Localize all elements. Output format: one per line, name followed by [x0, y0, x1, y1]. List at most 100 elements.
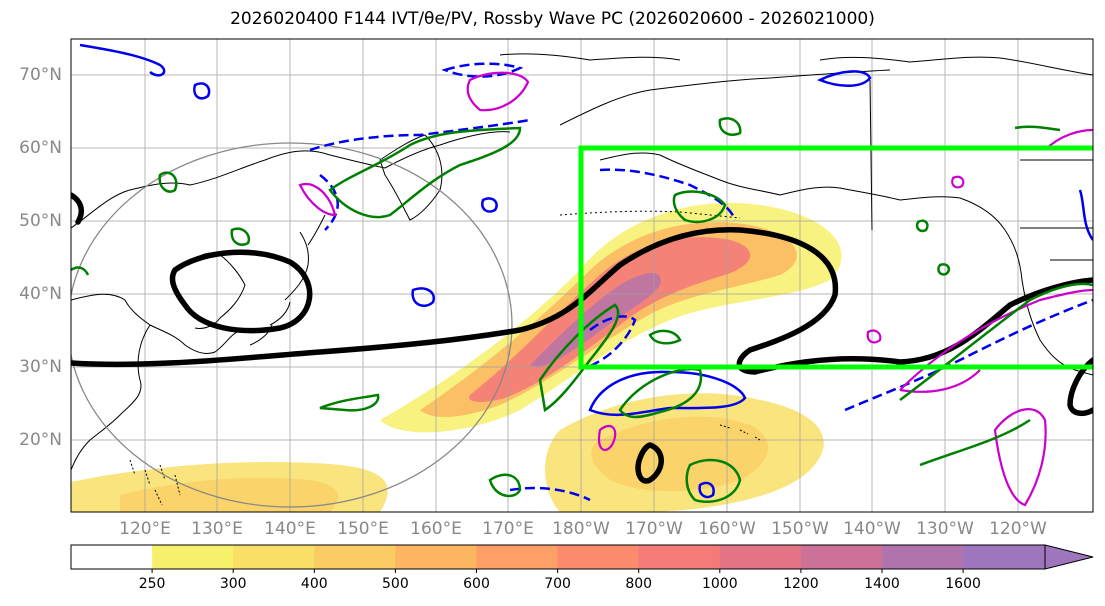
- colorbar-segment: [557, 545, 640, 569]
- map-frame: [70, 38, 1094, 513]
- colorbar-tick-label: 250: [138, 576, 166, 592]
- coast-arctic: [499, 53, 1093, 76]
- colorbar-ticks: [151, 569, 964, 573]
- pv-magenta-tropical: [993, 408, 1047, 507]
- colorbar-tick-label: 1600: [945, 576, 981, 592]
- colorbar-segment: [719, 545, 802, 569]
- pv-blue-east: [1078, 189, 1093, 241]
- pv-blue-tropical: [698, 481, 715, 499]
- pc-green-east-small: [937, 263, 951, 276]
- colorbar-segment: [314, 545, 396, 569]
- coast-asia: [71, 131, 511, 471]
- pv-dashed-kamchatka: [309, 118, 531, 231]
- highlight-box: [578, 145, 1093, 370]
- colorbar-segment: [476, 545, 559, 569]
- pc-green-small-1: [158, 171, 178, 193]
- pc-green-east-alaska: [1014, 125, 1061, 132]
- lon-label-180w: 180°W: [552, 519, 610, 539]
- lon-label-120e: 120°E: [119, 519, 171, 539]
- lat-label-30: 30°N: [19, 357, 62, 377]
- thetae-contours: [71, 192, 1093, 484]
- colorbar-segment: [638, 545, 721, 569]
- coast-aleutians: [559, 210, 741, 219]
- colorbar-tick-label: 1200: [783, 576, 819, 592]
- colorbar-segment: [152, 545, 234, 569]
- lon-label-160e: 160°E: [410, 519, 462, 539]
- lat-label-20: 20°N: [19, 430, 62, 450]
- pv-dashed-aleutian: [599, 168, 737, 221]
- pv-positive-contours: [79, 43, 1093, 499]
- coast-canada-interior: [869, 79, 1093, 261]
- lat-label-40: 40°N: [19, 284, 62, 304]
- colorbar-segment: [963, 545, 1045, 569]
- colorbar-tick-label: 400: [300, 576, 328, 592]
- lon-label-140w: 140°W: [843, 519, 901, 539]
- colorbar-tick-label: 300: [219, 576, 247, 592]
- pv-blue-small-2: [411, 287, 436, 307]
- pv-dashed-arctic: [441, 62, 524, 78]
- lon-label-130e: 130°E: [191, 519, 243, 539]
- pv-magenta-small: [597, 424, 617, 452]
- coastlines: [71, 53, 1093, 506]
- colorbar-tick-label: 500: [382, 576, 409, 592]
- lon-label-120w: 120°W: [989, 519, 1047, 539]
- pc-green-mid-small: [915, 219, 929, 233]
- pc-green-kamchatka: [328, 126, 522, 219]
- pc-green-plume: [538, 303, 620, 413]
- lat-label-50: 50°N: [19, 211, 62, 231]
- map-title: 2026020400 F144 IVT/θe/PV, Rossby Wave P…: [230, 9, 875, 29]
- colorbar-tick-label: 700: [544, 576, 571, 592]
- pv-dashed-plume: [584, 315, 637, 370]
- colorbar-segment: [71, 545, 153, 569]
- lat-label-70: 70°N: [19, 65, 62, 85]
- thetae-main-contour: [71, 227, 1093, 375]
- pv-blue-small-1: [193, 82, 211, 100]
- pc-green-small-2: [230, 227, 251, 247]
- lat-label-60: 60°N: [19, 138, 62, 158]
- colorbar-segment: [395, 545, 478, 569]
- pv-blue-small-3: [481, 197, 498, 213]
- lon-label-150w: 150°W: [771, 519, 829, 539]
- radius-circle: [71, 142, 513, 508]
- lon-label-130w: 130°W: [916, 519, 974, 539]
- pc-green-subtropical: [618, 367, 703, 419]
- colorbar: [70, 544, 1094, 573]
- coast-alaska: [559, 69, 1006, 231]
- lon-label-150e: 150°E: [337, 519, 389, 539]
- ivt-subtropical-blob-inner: [591, 416, 769, 492]
- thetae-japan-loop: [169, 249, 313, 334]
- pc-green-central: [319, 393, 380, 412]
- colorbar-segment: [800, 545, 883, 569]
- pv-dashed-contours: [309, 62, 1093, 502]
- pv-magenta-east-2: [899, 288, 1093, 393]
- rossby-pc-contours: [71, 117, 1093, 504]
- colorbar-tick-label: 1000: [701, 576, 738, 592]
- lon-label-160w: 160°W: [698, 519, 756, 539]
- pc-green-small-4: [648, 329, 682, 345]
- lon-label-170e: 170°E: [482, 519, 534, 539]
- pv-blue-subtropical: [588, 370, 747, 417]
- colorbar-segment: [233, 545, 315, 569]
- map-area: [71, 39, 1093, 512]
- pc-green-nw: [71, 266, 90, 276]
- pc-green-aleutian: [672, 190, 727, 224]
- colorbar-extend-arrow: [1044, 544, 1094, 570]
- thetae-east-fragment: [1067, 357, 1093, 417]
- pv-magenta-small-3: [951, 175, 965, 189]
- pv-dashed-east: [844, 298, 1093, 412]
- coast-japan: [249, 214, 326, 346]
- pv-negative-contours: [298, 71, 1093, 507]
- pv-blue-nw: [79, 43, 166, 77]
- pc-green-small-3: [718, 117, 742, 137]
- colorbar-segment: [882, 545, 964, 569]
- pv-magenta-japan: [298, 182, 337, 217]
- colorbar-segments: [71, 545, 1045, 569]
- coast-hawaii: [719, 424, 761, 441]
- pc-green-tropical-1: [488, 473, 522, 498]
- pc-green-east: [899, 282, 1093, 467]
- pv-magenta-small-2: [866, 329, 882, 344]
- thetae-tropical-loop: [635, 442, 664, 484]
- lon-label-140e: 140°E: [264, 519, 316, 539]
- thetae-corner-west: [71, 192, 84, 225]
